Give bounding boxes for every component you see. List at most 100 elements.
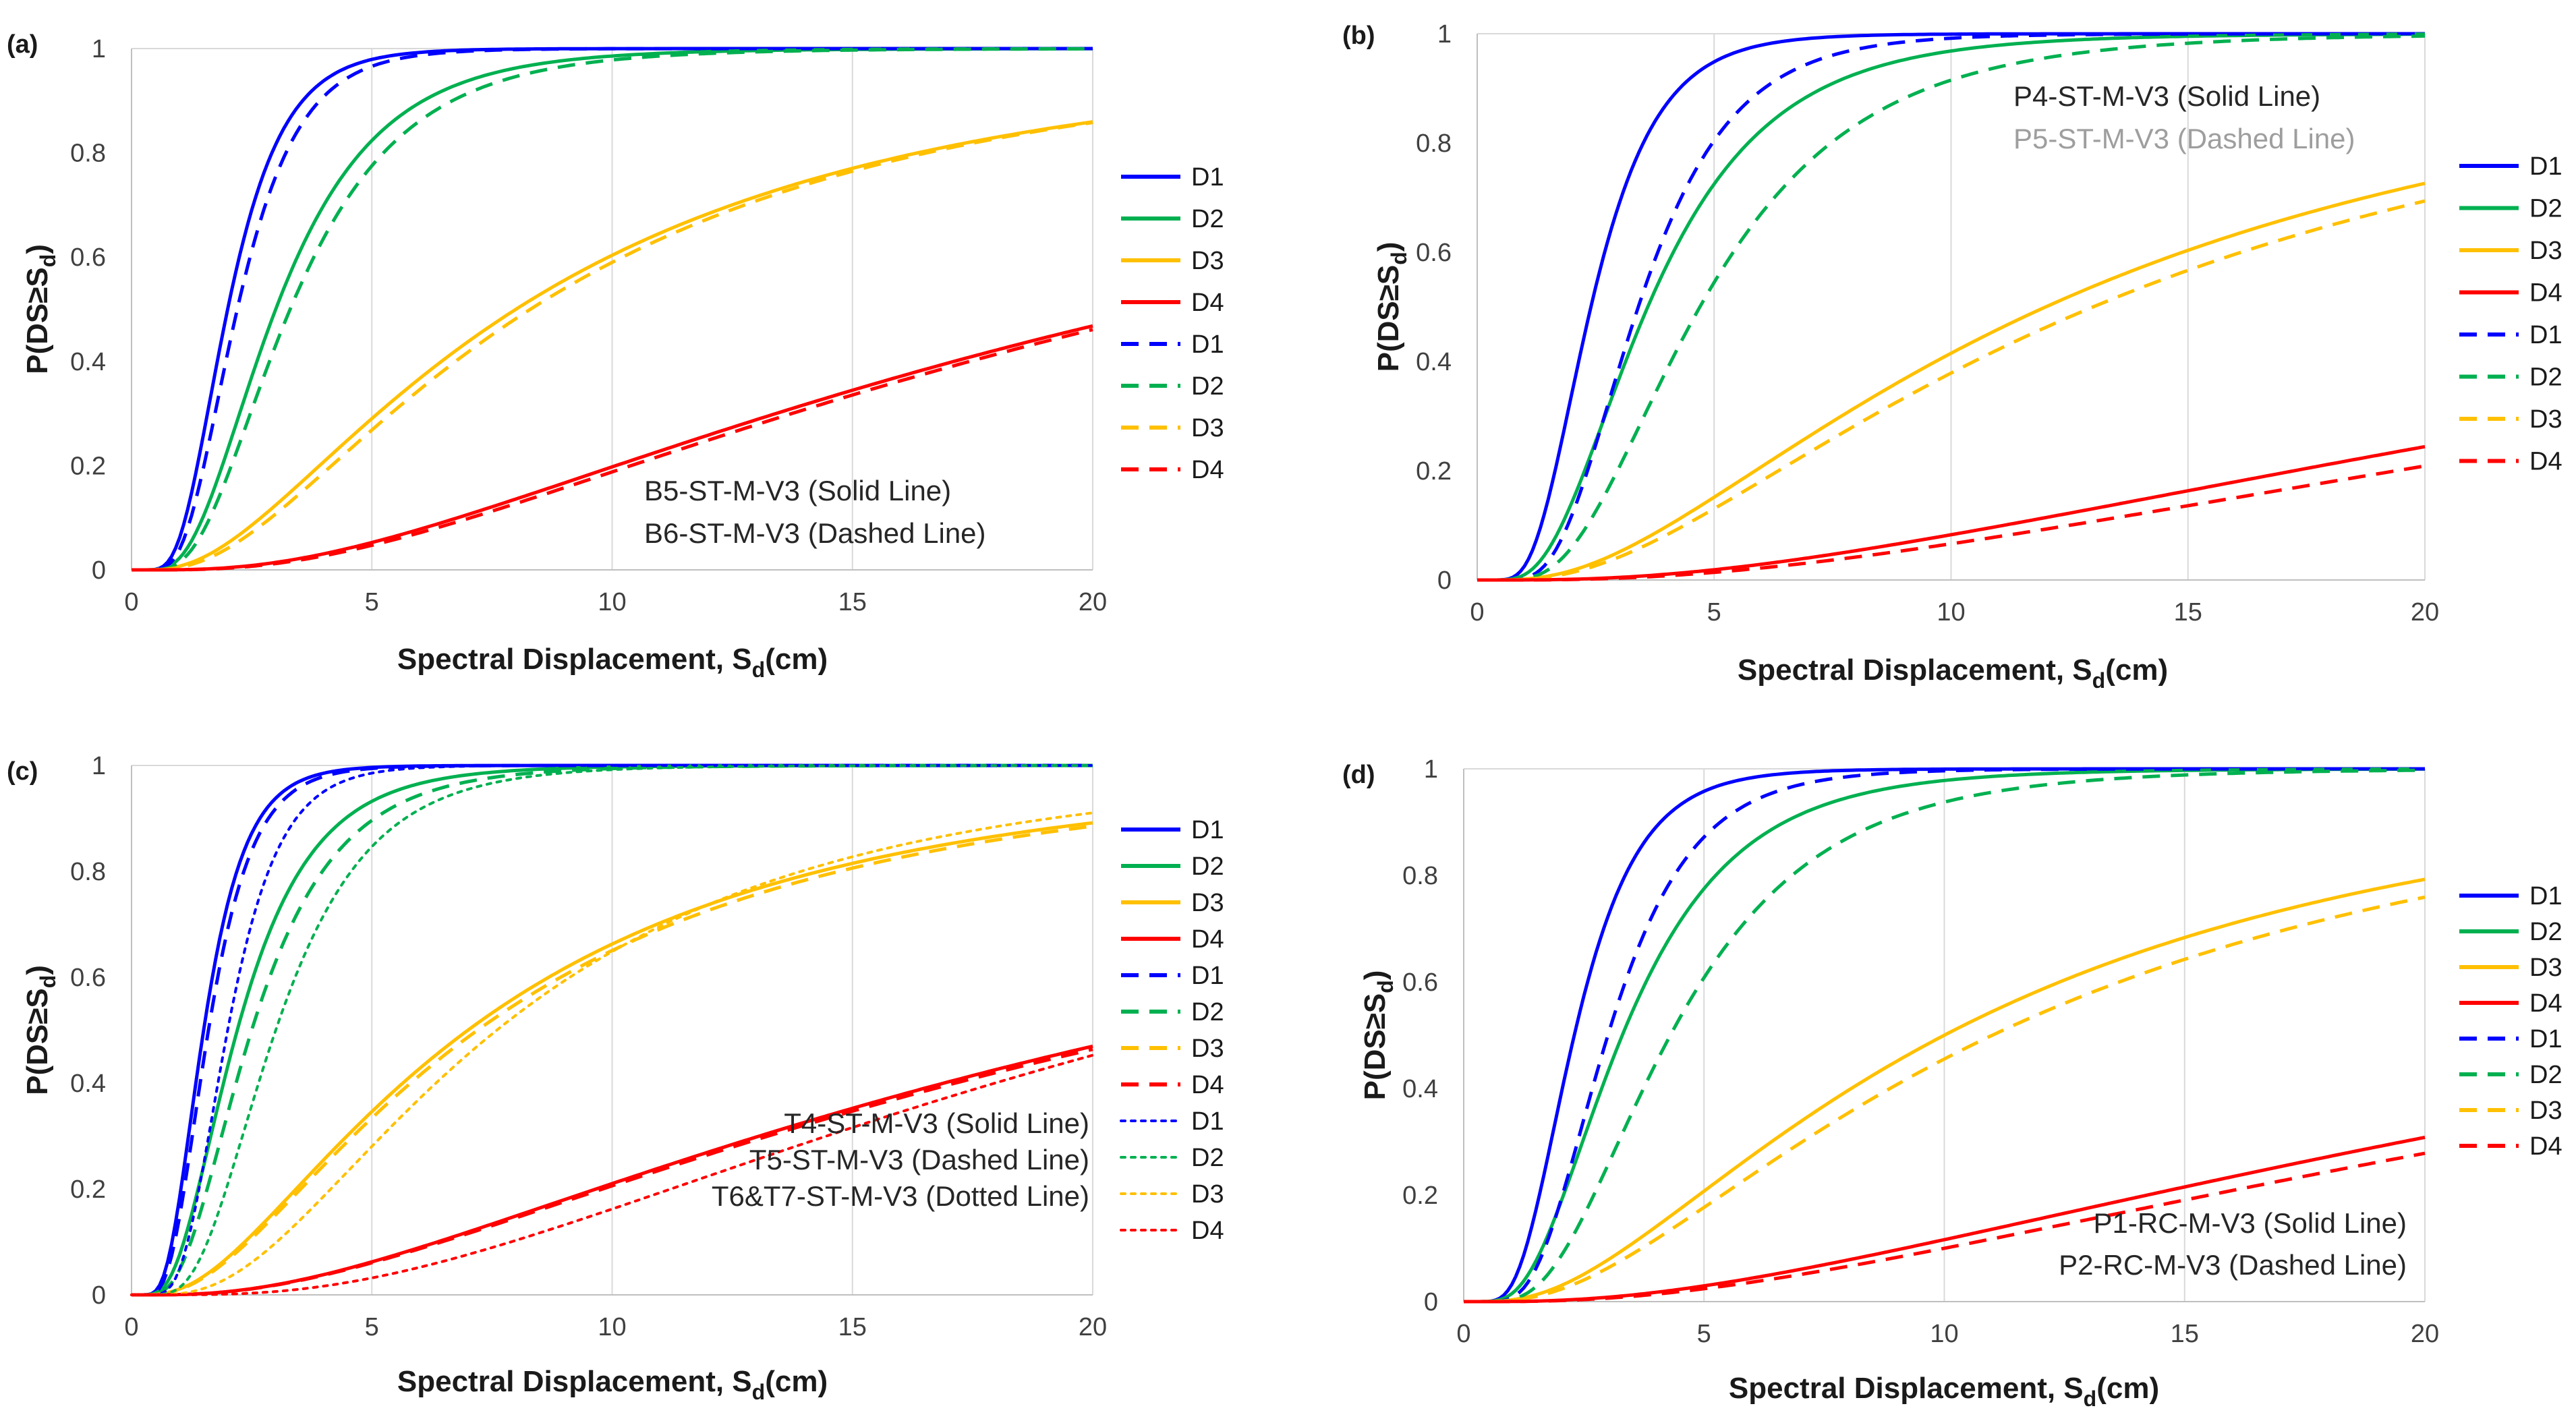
x-tick-label: 5 (1707, 598, 1721, 627)
legend-label: D1 (2529, 1025, 2563, 1053)
x-tick-label: 0 (1470, 598, 1484, 627)
y-tick-label: 0.6 (1402, 968, 1438, 997)
series-d4-dashed-line (132, 328, 1093, 572)
y-tick-label: 0.6 (1416, 239, 1452, 267)
x-tick-label: 10 (1937, 598, 1965, 627)
legend-label: D1 (1191, 330, 1224, 359)
x-tick-label: 10 (1930, 1320, 1958, 1348)
y-tick-label: 0.8 (1416, 129, 1452, 158)
legend-label: D1 (1191, 163, 1224, 192)
y-tick-label: 1 (92, 752, 106, 780)
series-d2-dashed-line (132, 47, 1093, 572)
series-d3-dashed-line (1464, 895, 2426, 1304)
annotation-note: T5-ST-M-V3 (Dashed Line) (749, 1144, 1089, 1175)
x-tick-label: 5 (365, 1313, 379, 1341)
legend-label: D3 (2529, 237, 2563, 265)
y-tick-label: 0.8 (1402, 862, 1438, 890)
y-tick-label: 0.2 (1416, 457, 1452, 486)
series-d4-dotted-line (130, 1053, 1094, 1296)
legend-label: D1 (1191, 1107, 1224, 1136)
panel-label: (c) (7, 757, 38, 786)
series-d4-dashed-line (1477, 464, 2426, 582)
legend-label: D3 (1191, 889, 1224, 917)
series-d4-solid-line (132, 324, 1093, 572)
y-tick-label: 0.4 (1416, 348, 1452, 376)
legend-label: D4 (2529, 279, 2563, 308)
series-d3-solid-line (1477, 181, 2426, 582)
y-axis-label: P(DS≥Sd) (1358, 970, 1398, 1101)
y-tick-label: 0.8 (70, 140, 106, 168)
x-tick-label: 15 (2174, 598, 2202, 627)
annotation-note: T6&T7-ST-M-V3 (Dotted Line) (712, 1180, 1089, 1212)
x-axis-label: Spectral Displacement, Sd(cm) (397, 1365, 828, 1404)
panel-b: 0 5 10 15 20 0 0.2 0.4 0.6 0.8 1 D1 D2 D3 D4 D1 D2 D3 D4 P4… (1342, 20, 2563, 693)
series-d2-dashed-line (132, 763, 1093, 1297)
legend-label: D3 (1191, 247, 1224, 275)
legend-label: D1 (2529, 882, 2563, 910)
series-d4-solid-line (1464, 1136, 2426, 1304)
x-tick-label: 5 (1697, 1320, 1711, 1348)
x-axis-label: Spectral Displacement, Sd(cm) (397, 643, 828, 682)
legend-label: D4 (1191, 1217, 1224, 1245)
y-tick-label: 0.2 (70, 452, 106, 480)
legend-label: D4 (1191, 456, 1224, 484)
y-tick-label: 0.4 (70, 1070, 106, 1098)
x-tick-label: 10 (598, 1313, 626, 1341)
x-tick-label: 15 (838, 588, 867, 616)
series-d2-solid-line (1464, 767, 2425, 1304)
annotation-note: T4-ST-M-V3 (Solid Line) (784, 1107, 1089, 1139)
x-tick-label: 0 (124, 588, 138, 616)
x-tick-label: 20 (1079, 1313, 1107, 1341)
legend-label: D2 (1191, 205, 1224, 233)
legend-label: D2 (2529, 364, 2563, 392)
annotation-note: B6-ST-M-V3 (Dashed Line) (644, 517, 986, 549)
x-tick-label: 20 (2411, 1320, 2439, 1348)
legend-label: D1 (2529, 321, 2563, 349)
y-axis-label: P(DS≥Sd) (1372, 242, 1411, 372)
panel-label: (d) (1342, 761, 1375, 789)
series-d3-solid-line (132, 120, 1093, 572)
legend-label: D1 (1191, 816, 1224, 844)
legend-label: D3 (2529, 954, 2563, 982)
legend-label: D2 (2529, 918, 2563, 946)
series-d3-dashed-line (132, 824, 1093, 1297)
series-d3-solid-line (132, 821, 1093, 1297)
legend-label: D3 (1191, 1180, 1224, 1209)
panel-a: 0 5 10 15 20 0 0.2 0.4 0.6 0.8 1 D1 D2 D3 D4 D1 D2 D3 D4 B5… (7, 30, 1224, 682)
x-axis-label: Spectral Displacement, Sd(cm) (1738, 654, 2168, 693)
legend-label: D1 (2529, 152, 2563, 181)
y-tick-label: 0.4 (1402, 1075, 1438, 1103)
x-axis-label: Spectral Displacement, Sd(cm) (1729, 1372, 2159, 1411)
panel-c: 0 5 10 15 20 0 0.2 0.4 0.6 0.8 1 D1 D2 D3 D4 D1 D2 D3 D4 D1… (7, 752, 1224, 1404)
series-d4-solid-line (132, 1044, 1093, 1297)
series-d1-dashed-line (1477, 32, 2425, 582)
annotation-note: P2-RC-M-V3 (Dashed Line) (2059, 1249, 2407, 1281)
legend-label: D1 (1191, 962, 1224, 990)
annotation-note: P1-RC-M-V3 (Solid Line) (2094, 1207, 2407, 1239)
x-tick-label: 5 (365, 588, 379, 616)
y-tick-label: 0 (92, 556, 106, 585)
legend-label: D4 (1191, 925, 1224, 954)
legend-label: D4 (2529, 1132, 2563, 1161)
legend-label: D2 (1191, 372, 1224, 401)
legend-label: D2 (2529, 1061, 2563, 1089)
y-axis-label: P(DS≥Sd) (21, 965, 60, 1095)
series-d1-dashed-line (132, 47, 1093, 572)
series-d1-dotted-line (130, 764, 1094, 1296)
y-tick-label: 1 (92, 35, 106, 63)
legend-label: D3 (2529, 1097, 2563, 1125)
panel-d: 0 5 10 15 20 0 0.2 0.4 0.6 0.8 1 D1 D2 D3 D4 D1 D2 D3 D4 P1… (1342, 755, 2563, 1411)
series-d4-dashed-line (1464, 1151, 2426, 1304)
y-tick-label: 0.8 (70, 858, 106, 886)
x-tick-label: 0 (124, 1313, 138, 1341)
legend-label: D3 (1191, 414, 1224, 442)
x-tick-label: 20 (1079, 588, 1107, 616)
y-tick-label: 0.6 (70, 964, 106, 992)
legend-label: D4 (1191, 1071, 1224, 1099)
series-d4-dashed-line (132, 1047, 1093, 1297)
legend-label: D3 (1191, 1035, 1224, 1063)
series-d2-dotted-line (130, 764, 1094, 1296)
legend-label: D4 (2529, 448, 2563, 476)
legend-label: D2 (1191, 1144, 1224, 1172)
